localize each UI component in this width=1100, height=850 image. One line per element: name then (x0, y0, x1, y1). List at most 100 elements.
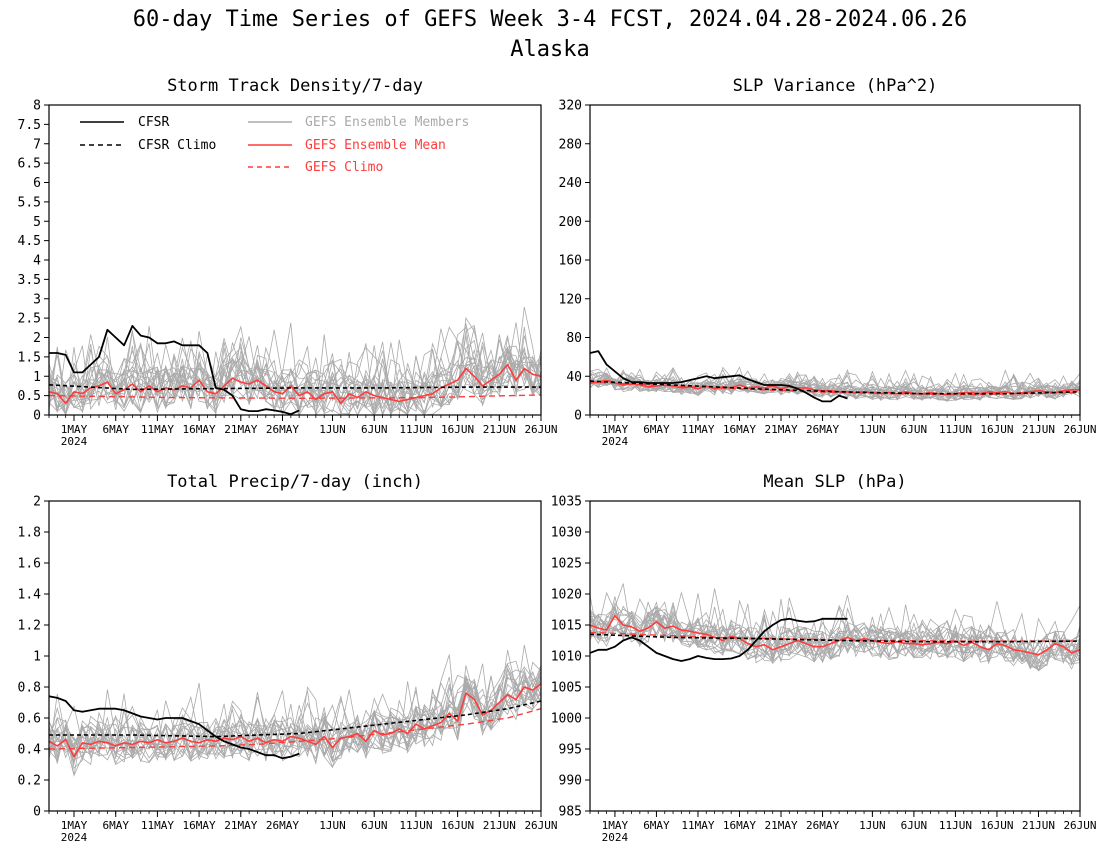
x-tick-label: 11MAY (681, 423, 714, 436)
series-line-gefs-climo (49, 394, 541, 399)
y-tick-label: 3.5 (18, 273, 41, 288)
y-tick-label: 7.5 (18, 118, 41, 133)
plot-frame (589, 104, 1081, 416)
x-tick-label: 26MAY (806, 819, 839, 832)
y-tick-label: 5 (33, 215, 41, 230)
x-year-label: 2024 (61, 831, 88, 844)
y-tick-label: 5.5 (18, 195, 41, 210)
y-tick-label: 985 (559, 805, 582, 820)
plot-frame (589, 500, 1081, 812)
y-tick-label: 280 (559, 137, 582, 152)
x-tick-label: 16JUN (441, 819, 474, 832)
y-tick-label: 2 (33, 495, 41, 510)
y-tick-label: 1.2 (18, 619, 41, 634)
y-tick-label: 1.6 (18, 557, 41, 572)
y-tick-label: 1035 (551, 495, 582, 510)
ensemble-member-line (49, 649, 541, 765)
ensemble-member-line (590, 600, 1080, 665)
panel-title: Mean SLP (hPa) (763, 472, 906, 492)
x-tick-label: 6JUN (901, 819, 928, 832)
x-tick-label: 11JUN (939, 423, 972, 436)
x-tick-label: 16MAY (183, 819, 216, 832)
x-tick-label: 21JUN (483, 819, 516, 832)
x-tick-label: 21MAY (224, 819, 257, 832)
ensemble-member-line (49, 328, 541, 415)
y-tick-label: 1030 (551, 526, 582, 541)
y-tick-label: 1020 (551, 588, 582, 603)
y-tick-label: 1025 (551, 557, 582, 572)
x-tick-label: 11MAY (681, 819, 714, 832)
legend: CFSR CFSR Climo GEFS Ensemble Members GE… (80, 115, 469, 175)
legend-label-ensemble-mean: GEFS Ensemble Mean (305, 138, 446, 153)
panel-4: Mean SLP (hPa) 985 990 995 1000 1005 1010 1015 1… (551, 472, 1097, 844)
x-tick-label: 11MAY (141, 819, 174, 832)
ensemble-member-line (49, 339, 541, 415)
y-tick-label: 0 (574, 409, 582, 424)
y-tick-label: 1 (33, 370, 41, 385)
y-tick-label: 8 (33, 99, 41, 114)
x-tick-label: 11JUN (939, 819, 972, 832)
legend-label-cfsr-climo: CFSR Climo (138, 138, 216, 153)
y-tick-label: 1005 (551, 681, 582, 696)
panel-series (49, 644, 541, 777)
ensemble-member-line (590, 601, 1080, 665)
y-tick-label: 0 (33, 805, 41, 820)
x-tick-label: 6MAY (643, 423, 670, 436)
series-line-mean (49, 363, 541, 405)
ensemble-member-line (590, 369, 1080, 400)
series-line-cfsr (590, 617, 848, 662)
panel-title: Storm Track Density/7-day (167, 76, 423, 96)
x-tick-label: 1MAY (61, 819, 88, 832)
x-tick-label: 6JUN (361, 423, 388, 436)
x-tick-label: 6MAY (102, 423, 129, 436)
x-tick-label: 1JUN (859, 423, 886, 436)
panel-title: Total Precip/7-day (inch) (167, 472, 423, 492)
y-tick-label: 120 (559, 292, 582, 307)
ensemble-member-line (49, 679, 541, 761)
y-tick-label: 2.5 (18, 312, 41, 327)
x-tick-label: 6JUN (361, 819, 388, 832)
plot-frame (48, 104, 542, 416)
ensemble-member-line (590, 373, 1080, 400)
x-tick-label: 6MAY (643, 819, 670, 832)
y-tick-label: 200 (559, 215, 582, 230)
y-tick-label: 6 (33, 176, 41, 191)
y-tick-label: 1.5 (18, 350, 41, 365)
y-tick-label: 2 (33, 331, 41, 346)
panel-series (590, 583, 1080, 672)
x-tick-label: 26MAY (266, 423, 299, 436)
y-tick-label: 240 (559, 176, 582, 191)
legend-label-gefs-climo: GEFS Climo (305, 160, 383, 175)
y-tick-label: 0.2 (18, 774, 41, 789)
y-tick-label: 0.5 (18, 389, 41, 404)
panel-1: Storm Track Density/7-day 0 0.5 1 1.5 2 2.5 3 3.… (18, 76, 558, 448)
y-tick-label: 0 (33, 409, 41, 424)
x-tick-label: 21JUN (1022, 819, 1055, 832)
panel-title: SLP Variance (hPa^2) (733, 76, 938, 96)
panel-series (590, 350, 1080, 403)
x-tick-label: 21MAY (764, 423, 797, 436)
y-tick-label: 320 (559, 99, 582, 114)
x-tick-label: 1MAY (602, 423, 629, 436)
x-tick-label: 1MAY (602, 819, 629, 832)
x-year-label: 2024 (61, 435, 88, 448)
panel-3: Total Precip/7-day (inch)00.20.40.60.811… (18, 472, 558, 844)
y-tick-label: 1.4 (18, 588, 42, 603)
y-tick-label: 1000 (551, 712, 582, 727)
x-tick-label: 1JUN (859, 819, 886, 832)
legend-label-ensemble-members: GEFS Ensemble Members (305, 115, 469, 130)
x-tick-label: 1JUN (319, 819, 346, 832)
y-tick-label: 0.8 (18, 681, 41, 696)
ensemble-member-line (49, 668, 541, 766)
y-tick-label: 6.5 (18, 157, 41, 172)
x-tick-label: 6JUN (901, 423, 928, 436)
y-tick-label: 4.5 (18, 234, 41, 249)
ensemble-member-line (49, 346, 541, 415)
x-tick-label: 26JUN (1063, 423, 1096, 436)
x-tick-label: 16JUN (980, 819, 1013, 832)
x-tick-label: 26JUN (524, 423, 557, 436)
x-tick-label: 21JUN (483, 423, 516, 436)
y-tick-label: 4 (33, 254, 41, 269)
x-year-label: 2024 (602, 831, 629, 844)
